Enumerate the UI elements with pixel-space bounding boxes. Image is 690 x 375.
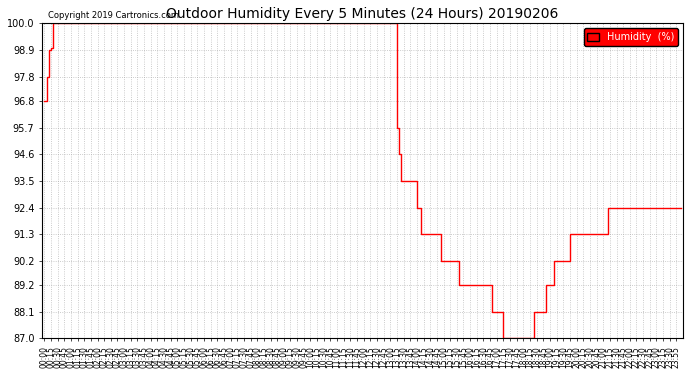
Legend: Humidity  (%): Humidity (%)	[584, 28, 678, 46]
Text: Copyright 2019 Cartronics.com: Copyright 2019 Cartronics.com	[48, 11, 179, 20]
Title: Outdoor Humidity Every 5 Minutes (24 Hours) 20190206: Outdoor Humidity Every 5 Minutes (24 Hou…	[166, 7, 559, 21]
